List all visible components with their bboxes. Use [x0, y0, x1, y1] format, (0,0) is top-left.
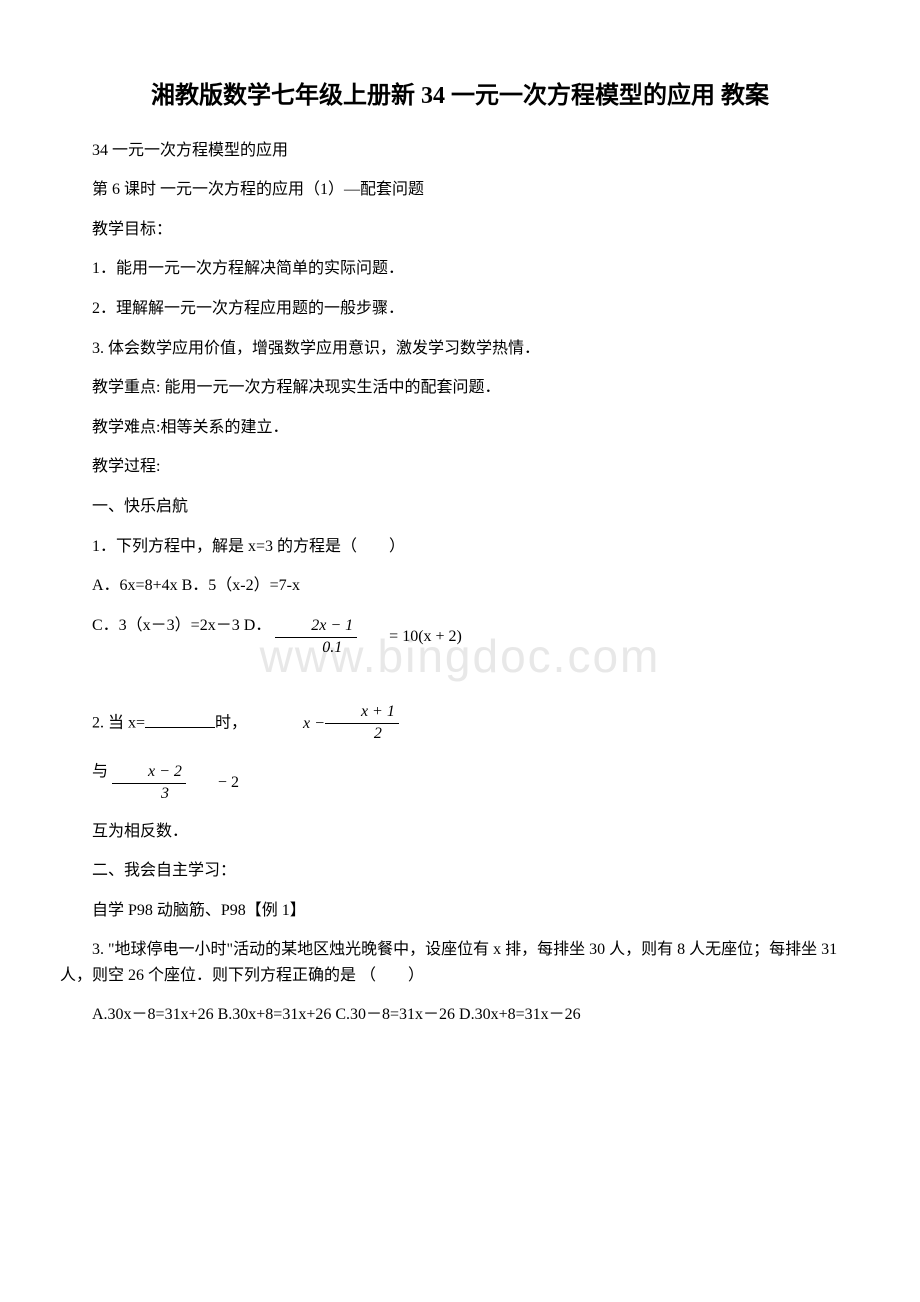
options-ab: A．6x=8+4x B．5（x-2）=7-x — [60, 573, 860, 599]
fraction-q2b-den: 3 — [112, 784, 186, 805]
fraction-q2b-suffix: − 2 — [186, 770, 239, 796]
q2-prefix: 2. 当 x= — [92, 715, 145, 732]
question-1: 1．下列方程中，解是 x=3 的方程是（ ） — [60, 534, 860, 560]
q2-tail: 互为相反数． — [60, 819, 860, 845]
fraction-q2b: x − 2 3 — [112, 762, 186, 805]
fraction-d: 2x − 1 0.1 — [275, 616, 357, 659]
q2-expr1-prefix: x − — [271, 711, 325, 737]
q2-expr1: x − x + 1 2 — [271, 702, 399, 745]
fraction-d-rhs: = 10(x + 2) — [357, 624, 462, 650]
difficulty: 教学难点:相等关系的建立． — [60, 415, 860, 441]
section-2-heading: 二、我会自主学习： — [60, 858, 860, 884]
fraction-q2a-den: 2 — [325, 724, 399, 745]
objective-2: 2．理解解一元一次方程应用题的一般步骤． — [60, 296, 860, 322]
option-d-formula: 2x − 1 0.1 = 10(x + 2) — [275, 616, 462, 659]
objective-1: 1．能用一元一次方程解决简单的实际问题． — [60, 256, 860, 282]
q2-suffix: 时， — [215, 715, 247, 732]
fraction-d-den: 0.1 — [275, 638, 357, 659]
fraction-d-num: 2x − 1 — [275, 616, 357, 638]
self-study: 自学 P98 动脑筋、P98【例 1】 — [60, 898, 860, 924]
fraction-q2b-num: x − 2 — [112, 762, 186, 784]
options-cd: C．3（x－3）=2x－3 D． 2x − 1 0.1 = 10(x + 2) — [60, 613, 860, 659]
fraction-q2a: x + 1 2 — [325, 702, 399, 745]
lesson-line: 第 6 课时 一元一次方程的应用（1）—配套问题 — [60, 177, 860, 203]
fraction-q2a-num: x + 1 — [325, 702, 399, 724]
question-3: 3. "地球停电一小时"活动的某地区烛光晚餐中，设座位有 x 排，每排坐 30 … — [60, 937, 860, 988]
question-2-line2: 与 x − 2 3 − 2 — [60, 759, 860, 805]
option-c-prefix: C．3（x－3）=2x－3 D． — [92, 617, 271, 634]
q2-expr2: x − 2 3 − 2 — [112, 762, 239, 805]
document-content: 湘教版数学七年级上册新 34 一元一次方程模型的应用 教案 34 一元一次方程模… — [60, 80, 860, 1028]
question-2-line1: 2. 当 x= 时， x − x + 1 2 — [60, 702, 860, 745]
subtitle-line: 34 一元一次方程模型的应用 — [60, 138, 860, 164]
question-3-options: A.30x－8=31x+26 B.30x+8=31x+26 C.30－8=31x… — [60, 1002, 860, 1028]
objectives-heading: 教学目标： — [60, 217, 860, 243]
blank-underline — [145, 727, 215, 728]
objective-3: 3. 体会数学应用价值，增强数学应用意识，激发学习数学热情． — [60, 336, 860, 362]
process-heading: 教学过程: — [60, 454, 860, 480]
page-title: 湘教版数学七年级上册新 34 一元一次方程模型的应用 教案 — [60, 80, 860, 114]
q2-line2-prefix: 与 — [92, 763, 108, 780]
section-1-heading: 一、快乐启航 — [60, 494, 860, 520]
key-point: 教学重点: 能用一元一次方程解决现实生活中的配套问题． — [60, 375, 860, 401]
